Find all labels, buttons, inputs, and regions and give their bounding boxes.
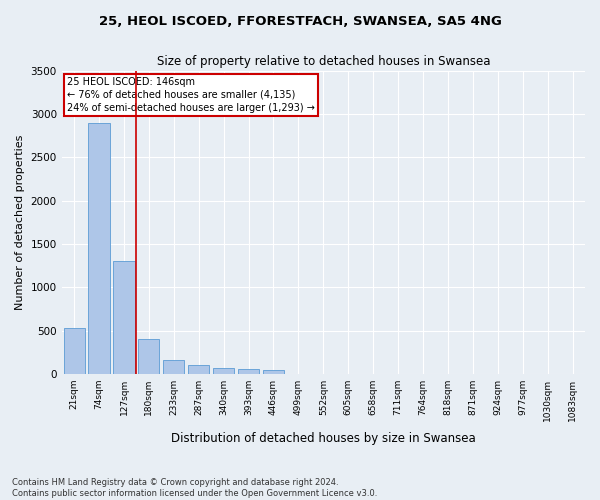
Bar	[238, 368, 259, 374]
Bar	[163, 360, 184, 374]
Text: 25, HEOL ISCOED, FFORESTFACH, SWANSEA, SA5 4NG: 25, HEOL ISCOED, FFORESTFACH, SWANSEA, S…	[98, 15, 502, 28]
Bar	[88, 122, 110, 374]
Bar	[113, 261, 134, 374]
Bar	[188, 365, 209, 374]
Text: 25 HEOL ISCOED: 146sqm
← 76% of detached houses are smaller (4,135)
24% of semi-: 25 HEOL ISCOED: 146sqm ← 76% of detached…	[67, 76, 315, 113]
Bar	[64, 328, 85, 374]
Bar	[263, 370, 284, 374]
Y-axis label: Number of detached properties: Number of detached properties	[15, 134, 25, 310]
X-axis label: Distribution of detached houses by size in Swansea: Distribution of detached houses by size …	[171, 432, 476, 445]
Text: Contains HM Land Registry data © Crown copyright and database right 2024.
Contai: Contains HM Land Registry data © Crown c…	[12, 478, 377, 498]
Bar	[138, 339, 160, 374]
Title: Size of property relative to detached houses in Swansea: Size of property relative to detached ho…	[157, 55, 490, 68]
Bar	[213, 368, 234, 374]
